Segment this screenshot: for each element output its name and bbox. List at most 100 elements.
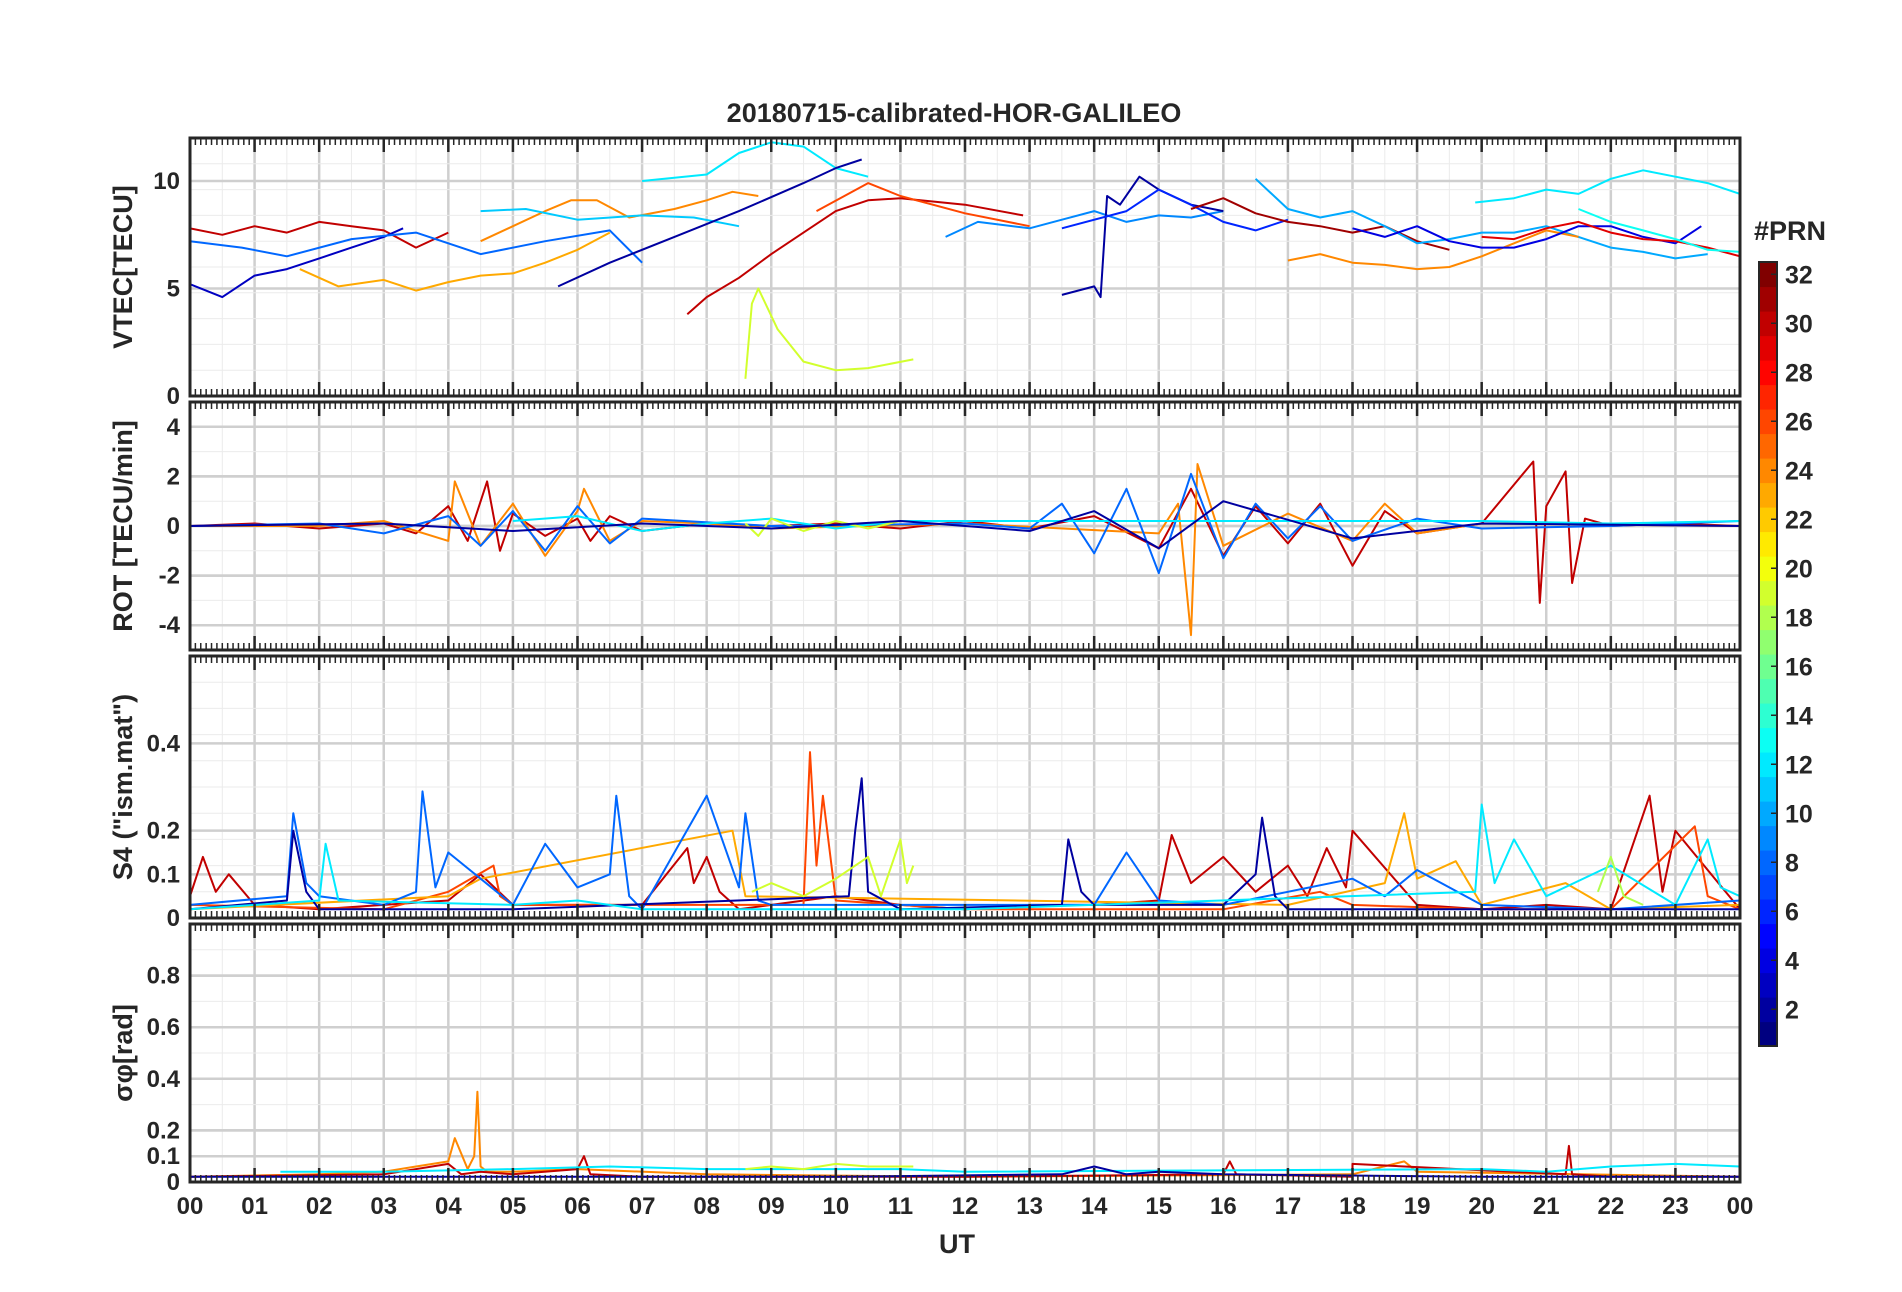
- panel-rot: -4 -2 0 2 4 ROT [TECU/min]: [108, 400, 1742, 652]
- colorbar-band: [1759, 899, 1777, 925]
- y-tick-label: 0.8: [147, 963, 180, 990]
- x-ticks-rot: [188, 402, 1742, 650]
- colorbar-tick-label: 26: [1785, 408, 1813, 436]
- colorbar-band: [1759, 433, 1777, 459]
- colorbar-band: [1759, 727, 1777, 753]
- colorbar-band: [1759, 1021, 1777, 1047]
- series-prn-6: [1061, 188, 1289, 232]
- x-ticks-s4: [188, 656, 1742, 918]
- colorbar-band: [1759, 948, 1777, 974]
- y-axis-label-sigma_phi: σφ[rad]: [108, 1004, 138, 1102]
- x-tick-label: 21: [1533, 1193, 1560, 1220]
- colorbar-band: [1759, 801, 1777, 827]
- y-tick-label: 0.2: [147, 818, 180, 845]
- colorbar-tick-label: 6: [1785, 898, 1799, 926]
- series-prn-24: [1287, 229, 1579, 271]
- grid-sigma_phi: [190, 924, 1740, 1182]
- y-tick-label: 4: [167, 414, 181, 441]
- x-tick-label: 19: [1404, 1193, 1431, 1220]
- x-tick-label: 05: [500, 1193, 527, 1220]
- series-prn-19: [744, 287, 914, 379]
- colorbar-band: [1759, 580, 1777, 606]
- colorbar-band: [1759, 972, 1777, 998]
- colorbar-band: [1759, 384, 1777, 410]
- x-tick-label: 04: [435, 1193, 462, 1220]
- series-prn-2: [190, 777, 1740, 911]
- y-tick-label: 0: [167, 1169, 180, 1196]
- colorbar-band: [1759, 703, 1777, 729]
- x-tick-label: 09: [758, 1193, 785, 1220]
- colorbar-band: [1759, 360, 1777, 386]
- colorbar-tick-label: 2: [1785, 996, 1799, 1024]
- colorbar-tick-label: 30: [1785, 310, 1813, 338]
- colorbar-band: [1759, 605, 1777, 631]
- colorbar-tick-label: 8: [1785, 849, 1799, 877]
- grid-vtec: [190, 138, 1740, 396]
- x-tick-label: 16: [1210, 1193, 1237, 1220]
- x-tick-label: 02: [306, 1193, 333, 1220]
- series-prn-23: [190, 812, 1740, 911]
- x-tick-label: 06: [564, 1193, 591, 1220]
- series-prn-24: [480, 190, 759, 243]
- colorbar-band: [1759, 335, 1777, 361]
- y-tick-label: 0.4: [147, 730, 181, 757]
- series-prn-11: [480, 208, 740, 228]
- x-tick-label: 03: [370, 1193, 397, 1220]
- x-tick-label: 07: [629, 1193, 656, 1220]
- colorbar-frame: [1758, 261, 1778, 1047]
- colorbar-tick-label: 28: [1785, 359, 1813, 387]
- colorbar-title: #PRN: [1754, 216, 1826, 246]
- series-group-vtec: [190, 141, 1740, 379]
- x-tick-label: 00: [1727, 1193, 1754, 1220]
- colorbar-band: [1759, 752, 1777, 778]
- y-axis-label-rot: ROT [TECU/min]: [108, 420, 138, 631]
- y-tick-label: 2: [167, 463, 180, 490]
- colorbar-band: [1759, 629, 1777, 655]
- colorbar-tick-label: 22: [1785, 506, 1813, 534]
- y-tick-label: 0: [167, 513, 180, 540]
- y-tick-label: 0.4: [147, 1066, 181, 1093]
- colorbar-band: [1759, 262, 1777, 288]
- colorbar-band: [1759, 997, 1777, 1023]
- series-prn-12: [512, 515, 1740, 532]
- x-tick-label: 18: [1339, 1193, 1366, 1220]
- colorbar-band: [1759, 850, 1777, 876]
- colorbar-band: [1759, 409, 1777, 435]
- y-axis-label-s4: S4 ("ism.mat"): [108, 694, 138, 880]
- series-prn-23: [299, 231, 611, 292]
- colorbar-bands: [1759, 262, 1777, 1047]
- y-tick-label: 5: [167, 276, 180, 303]
- series-prn-12: [1475, 169, 1740, 204]
- series-prn-9: [945, 210, 1224, 238]
- series-prn-3: [190, 227, 404, 299]
- y-tick-label: -2: [159, 563, 180, 590]
- x-tick-label: 08: [693, 1193, 720, 1220]
- y-tick-label: -4: [159, 612, 181, 639]
- series-prn-4: [1352, 225, 1702, 249]
- x-tick-label: 00: [177, 1193, 204, 1220]
- colorbar-tick-label: 24: [1785, 457, 1813, 485]
- x-tick-label: 15: [1145, 1193, 1172, 1220]
- colorbar-tick-label: 10: [1785, 800, 1813, 828]
- y-tick-label: 10: [153, 168, 180, 195]
- x-tick-label: 22: [1597, 1193, 1624, 1220]
- x-tick-label: 13: [1016, 1193, 1043, 1220]
- series-prn-8: [190, 790, 1740, 911]
- panel-sigma_phi: 00.10.2 0.4 0.6 0.8 σφ[rad] 00 01 02 03 04 05 06 07 0…: [108, 922, 1754, 1220]
- colorbar-tick-label: 18: [1785, 604, 1813, 632]
- grid-s4: [190, 656, 1740, 918]
- colorbar-tick-label: 16: [1785, 653, 1813, 681]
- series-prn-2: [557, 158, 863, 288]
- series-prn-10: [1254, 178, 1708, 260]
- y-tick-label: 0: [167, 383, 180, 410]
- colorbar-band: [1759, 286, 1777, 312]
- colorbar-band: [1759, 531, 1777, 557]
- colorbar-band: [1759, 874, 1777, 900]
- series-prn-19: [745, 1162, 914, 1171]
- colorbar-band: [1759, 678, 1777, 704]
- colorbar-band: [1759, 311, 1777, 337]
- colorbar-tick-label: 32: [1785, 261, 1813, 289]
